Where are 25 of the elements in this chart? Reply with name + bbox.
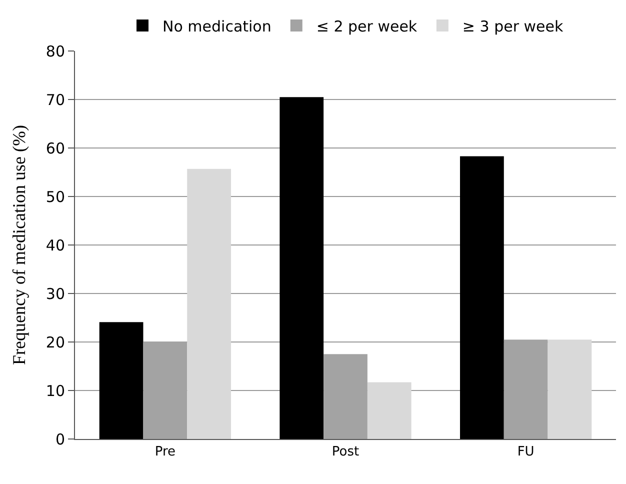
legend-label: ≥ 3 per week xyxy=(462,17,564,36)
y-tick-label: 20 xyxy=(46,333,65,352)
legend-label: No medication xyxy=(162,17,272,36)
y-tick-label: 70 xyxy=(46,90,65,109)
x-tick-label: Post xyxy=(332,444,360,460)
y-tick-label: 50 xyxy=(46,188,65,206)
y-axis-title: Frequency of medication use (%) xyxy=(9,125,30,365)
bar xyxy=(143,342,188,439)
y-tick-label: 30 xyxy=(46,284,65,303)
y-tick-label: 40 xyxy=(46,236,65,254)
y-tick-label: 10 xyxy=(46,382,65,400)
x-tick-label: FU xyxy=(517,444,534,460)
bar xyxy=(280,97,324,439)
y-tick-label: 80 xyxy=(46,42,65,60)
bar xyxy=(504,340,548,439)
bar xyxy=(324,354,368,439)
bar xyxy=(99,322,144,439)
bar xyxy=(187,168,231,439)
bar xyxy=(460,156,504,439)
y-tick-label: 60 xyxy=(46,139,65,158)
y-tick-label: 0 xyxy=(55,430,65,448)
x-tick-label: Pre xyxy=(154,444,176,460)
bar xyxy=(548,340,592,439)
bar xyxy=(367,382,412,439)
legend-label: ≤ 2 per week xyxy=(316,17,418,36)
